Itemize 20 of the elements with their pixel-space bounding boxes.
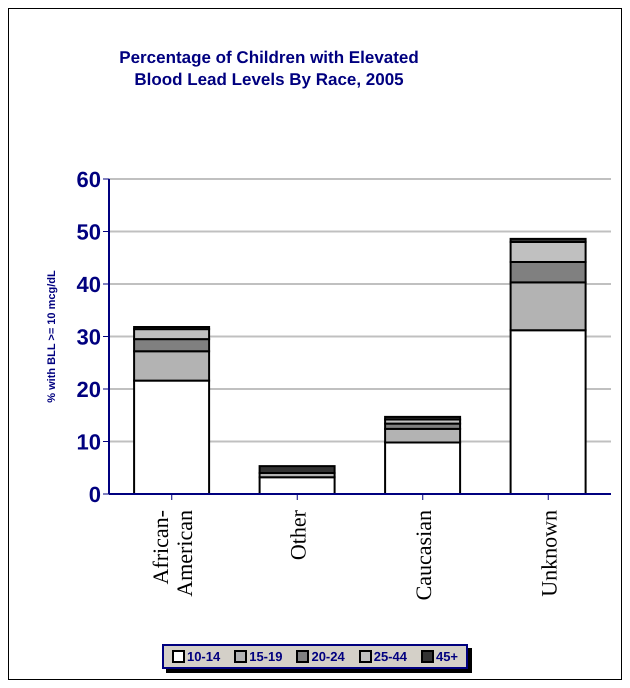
chart-title: Percentage of Children with Elevated Blood Lead Levels By Race, 2005 — [118, 47, 420, 91]
x-tick-label: Other — [285, 509, 310, 560]
legend-label: 25-44 — [372, 649, 407, 664]
y-tick-label: 20 — [76, 376, 101, 402]
y-tick-label: 0 — [88, 482, 101, 507]
legend-label: 20-24 — [310, 649, 345, 664]
y-tick-label: 10 — [76, 429, 101, 454]
legend-label: 45+ — [434, 649, 458, 664]
x-tick-label: Unknown — [536, 510, 562, 597]
bar — [258, 465, 336, 474]
x-tick-label: Caucasian — [410, 510, 436, 600]
y-tick-label: 30 — [76, 324, 101, 350]
legend-label: 10-14 — [186, 649, 220, 664]
y-tick-label: 50 — [76, 219, 101, 244]
y-tick-label: 60 — [76, 166, 101, 192]
legend-label: 15-19 — [248, 649, 282, 664]
bar — [384, 416, 462, 420]
y-axis-title: % with BLL >= 10 mcg/dL — [46, 270, 58, 403]
x-tick-label: African-American — [148, 510, 197, 597]
y-tick-label: 40 — [76, 272, 101, 297]
